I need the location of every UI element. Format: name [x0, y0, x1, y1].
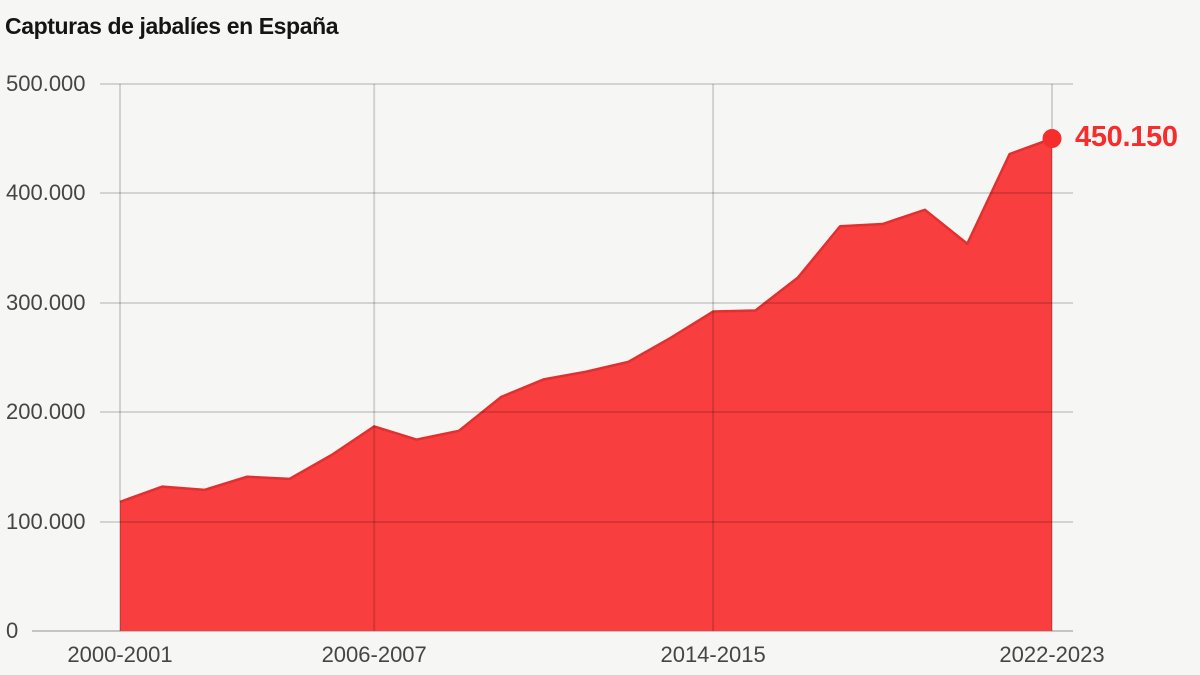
x-tick-label: 2006-2007	[321, 642, 427, 667]
end-point-dot	[1042, 129, 1062, 149]
end-value-label: 450.150	[1075, 120, 1178, 153]
x-tick-label: 2022-2023	[999, 642, 1105, 667]
chart-title: Capturas de jabalíes en España	[5, 13, 339, 39]
area-series-line	[119, 137, 1053, 504]
area-series-fill	[120, 138, 1052, 632]
x-tick-label: 2014-2015	[660, 642, 766, 667]
x-tick-label: 2000-2001	[67, 642, 173, 667]
